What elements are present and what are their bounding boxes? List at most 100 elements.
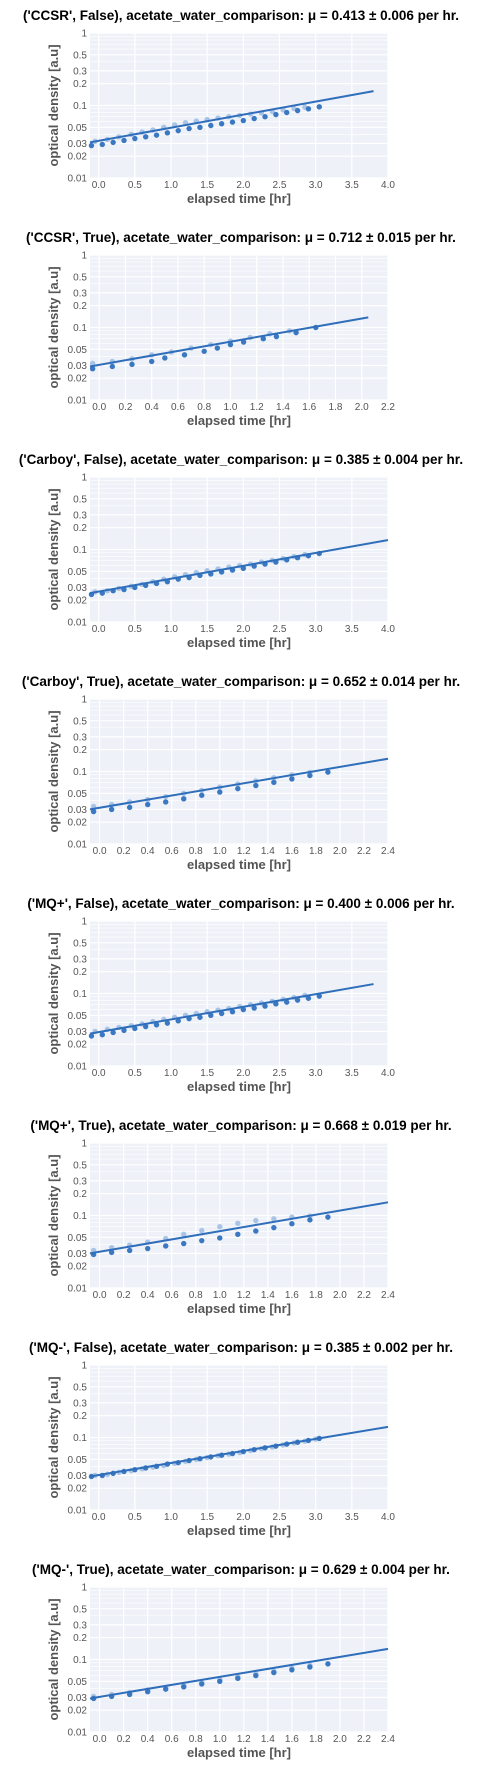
x-tick-label: 1.4 [276,402,290,413]
data-point [284,109,290,116]
data-point [89,366,96,372]
y-tick-label: 0.3 [73,732,87,743]
x-tick-label: 2.0 [333,846,347,857]
y-tick-label: 0.1 [73,1433,87,1444]
y-tick-label: 0.03 [68,1471,88,1482]
data-point [240,1006,247,1013]
y-tick-label: 0.2 [73,1189,87,1200]
data-point [99,141,105,148]
data-point [271,1669,277,1676]
data-point [199,1227,205,1234]
data-point [307,772,313,779]
x-tick-label: 1.8 [309,1290,323,1301]
x-tick-label: 0.0 [92,402,106,413]
x-axis-label: elapsed time [hr] [187,191,291,206]
x-tick-label: 3.0 [309,1068,323,1079]
data-point [108,806,115,813]
y-axis-label: optical density [a.u] [46,1376,61,1498]
y-axis-label: optical density [a.u] [46,488,61,610]
x-tick-label: 0.5 [128,1512,142,1523]
data-point [197,1014,203,1020]
data-point [181,1684,187,1690]
data-point [197,124,203,131]
x-tick-label: 3.0 [309,180,323,191]
chart-title: ('Carboy', True), acetate_water_comparis… [22,674,460,689]
x-axis-label: elapsed time [hr] [187,635,291,650]
y-tick-label: 0.1 [73,545,87,556]
data-point [153,132,160,138]
data-point [217,789,223,795]
data-point [325,1661,331,1667]
data-point [217,1224,223,1230]
data-point [208,122,214,129]
x-tick-label: 2.0 [236,624,250,635]
data-point [164,130,171,136]
data-point [251,1005,257,1011]
data-point [121,137,127,144]
chart-title: ('MQ+', False), acetate_water_comparison… [27,896,454,911]
data-point [229,1009,236,1015]
data-point [235,1220,241,1227]
chart-panel-0: 0.01 0.02 0.03 0.05 0.1 0.2 0.3 0.5 1 0.0 0.5 1.0 1.… [23,8,459,206]
chart-panel-4: 0.01 0.02 0.03 0.05 0.1 0.2 0.3 0.5 1 0.0 0.5 1.0 1.… [27,896,454,1094]
y-tick-label: 0.5 [73,50,87,61]
data-point [260,336,266,342]
x-tick-label: 3.5 [345,180,359,191]
x-tick-label: 1.0 [164,1512,178,1523]
x-tick-label: 2.4 [381,846,395,857]
data-point [126,1247,133,1254]
data-point [235,1231,241,1238]
x-tick-label: 3.5 [345,1512,359,1523]
fit-line [89,90,374,144]
fit-line [89,757,389,811]
x-tick-label: 1.8 [309,846,323,857]
data-point [181,796,187,802]
data-point [284,999,290,1005]
x-tick-label: 1.2 [237,1734,251,1745]
x-tick-label: 2.0 [236,1512,250,1523]
x-tick-label: 1.6 [285,1734,299,1745]
x-tick-label: 2.0 [333,1290,347,1301]
y-tick-label: 0.3 [73,510,87,521]
x-axis-label: elapsed time [hr] [187,857,291,872]
y-tick-label: 0.05 [68,1677,88,1688]
data-point [88,142,95,149]
data-point [110,139,116,146]
chart-panel-5: 0.01 0.02 0.03 0.05 0.1 0.2 0.3 0.5 1 0.0 0.2 0.4 0.… [30,1118,451,1316]
y-tick-label: 0.02 [68,596,88,607]
y-axis-label: optical density [a.u] [46,266,61,388]
data-point [142,1023,149,1030]
chart-panel-2: 0.01 0.02 0.03 0.05 0.1 0.2 0.3 0.5 1 0.0 0.5 1.0 1.… [19,452,463,650]
data-point [240,117,247,124]
x-tick-label: 1.2 [237,1290,251,1301]
data-point [273,111,279,118]
x-axis-label: elapsed time [hr] [187,1079,291,1094]
chart-title: ('MQ-', True), acetate_water_comparison:… [32,1562,450,1577]
y-tick-label: 0.5 [73,938,87,949]
data-point [273,1001,279,1007]
x-tick-label: 0.5 [128,624,142,635]
y-tick-label: 1 [81,1139,87,1150]
y-axis-label: optical density [a.u] [46,1154,61,1276]
x-tick-label: 2.5 [273,624,287,635]
data-point [253,1672,259,1679]
y-tick-label: 0.2 [73,301,87,312]
y-tick-label: 0.05 [68,345,88,356]
data-point [218,121,225,127]
y-axis-label: optical density [a.u] [46,932,61,1054]
data-point [132,135,138,142]
data-point [235,1675,241,1682]
y-tick-label: 0.01 [68,396,88,407]
y-tick-label: 0.05 [68,567,88,578]
fit-line [89,1425,389,1478]
x-tick-label: 1.0 [164,624,178,635]
x-tick-label: 0.6 [165,1734,179,1745]
data-point [121,1027,127,1034]
x-axis-label: elapsed time [hr] [187,1745,291,1760]
data-point [199,792,205,798]
data-point [305,106,312,112]
chart-title: ('MQ+', True), acetate_water_comparison:… [30,1118,451,1133]
data-point [109,363,116,370]
fit-line [89,539,389,595]
x-tick-label: 0.8 [197,402,211,413]
